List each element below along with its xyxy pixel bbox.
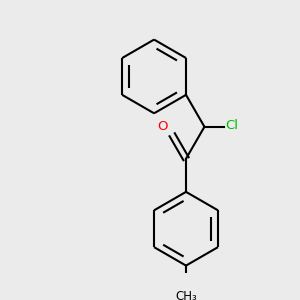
Text: CH₃: CH₃ <box>175 290 197 300</box>
Text: O: O <box>158 120 168 133</box>
Text: Cl: Cl <box>225 119 238 132</box>
